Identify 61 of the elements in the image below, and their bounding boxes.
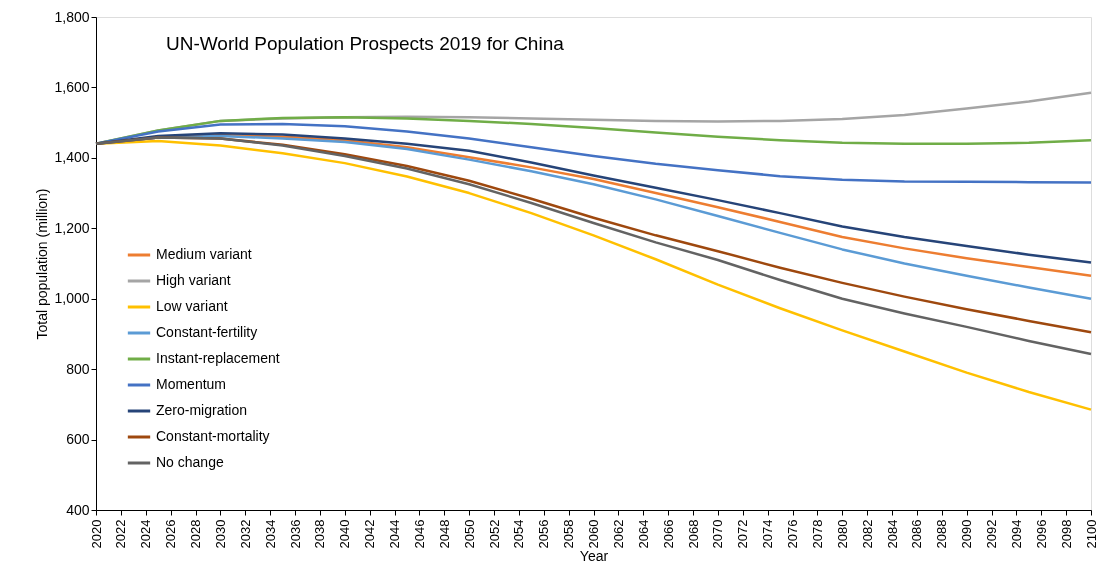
legend-label: Constant-mortality — [156, 428, 270, 444]
x-tick-label: 2042 — [362, 519, 378, 549]
legend-label: Low variant — [156, 298, 228, 314]
x-tick-label: 2028 — [188, 519, 203, 549]
legend-label: Zero-migration — [156, 402, 248, 418]
y-tick-label: 800 — [66, 360, 90, 377]
x-tick-label: 2026 — [163, 519, 179, 549]
x-tick-label: 2066 — [660, 519, 676, 549]
x-tick-label: 2068 — [685, 519, 701, 549]
x-tick-label: 2036 — [287, 519, 303, 549]
x-tick-label: 2082 — [859, 519, 875, 549]
x-tick-label: 2054 — [511, 519, 527, 549]
x-tick-label: 2090 — [959, 519, 975, 549]
x-tick-label: 2038 — [312, 519, 328, 549]
x-tick-label: 2052 — [486, 519, 502, 549]
x-tick-label: 2050 — [461, 519, 477, 549]
x-tick-label: 2046 — [411, 519, 427, 549]
x-tick-label: 2020 — [88, 519, 104, 549]
legend-label: High variant — [156, 272, 231, 288]
x-tick-label: 2034 — [262, 519, 278, 549]
y-tick-label: 1,400 — [54, 149, 90, 166]
y-tick-label: 400 — [66, 501, 90, 518]
x-tick-label: 2044 — [387, 519, 402, 549]
x-tick-label: 2030 — [212, 519, 228, 549]
x-tick-label: 2084 — [884, 519, 900, 549]
x-tick-label: 2076 — [785, 519, 800, 549]
x-tick-label: 2078 — [809, 519, 825, 549]
x-tick-label: 2032 — [237, 519, 253, 549]
x-tick-label: 2096 — [1033, 519, 1049, 549]
x-tick-label: 2056 — [536, 519, 552, 549]
x-tick-label: 2022 — [113, 519, 129, 549]
legend-label: Instant-replacement — [156, 350, 280, 366]
x-tick-label: 2070 — [710, 519, 726, 549]
x-tick-label: 2080 — [834, 519, 850, 549]
x-tick-label: 2048 — [436, 519, 452, 549]
x-tick-label: 2062 — [610, 519, 626, 549]
x-tick-label: 2064 — [635, 519, 651, 549]
x-tick-label: 2024 — [138, 519, 154, 549]
x-tick-label: 2100 — [1083, 519, 1099, 549]
y-tick-label: 1,600 — [54, 78, 90, 95]
legend-label: Medium variant — [156, 246, 252, 262]
x-tick-label: 2040 — [337, 519, 353, 549]
x-axis-title: Year — [579, 548, 609, 565]
legend-label: Momentum — [156, 376, 227, 392]
x-tick-label: 2072 — [735, 519, 751, 549]
x-tick-label: 2094 — [1008, 519, 1024, 549]
text: UN-World Population Prospects 2019 for China — [166, 33, 565, 54]
y-tick-label: 1,800 — [54, 8, 90, 25]
legend-label: No change — [156, 454, 224, 470]
y-tick-label: 1,000 — [54, 290, 90, 307]
x-tick-label: 2092 — [984, 519, 999, 549]
x-tick-label: 2098 — [1058, 519, 1074, 549]
x-tick-label: 2058 — [561, 519, 577, 549]
x-tick-label: 2088 — [934, 519, 950, 549]
y-tick-label: 1,200 — [54, 219, 90, 236]
legend-label: Constant-fertility — [156, 324, 258, 340]
y-axis-title: Total population (million) — [34, 188, 51, 340]
x-tick-label: 2074 — [760, 519, 776, 549]
x-tick-label: 2060 — [586, 519, 601, 549]
y-tick-label: 600 — [66, 431, 90, 448]
x-tick-label: 2086 — [909, 519, 925, 549]
